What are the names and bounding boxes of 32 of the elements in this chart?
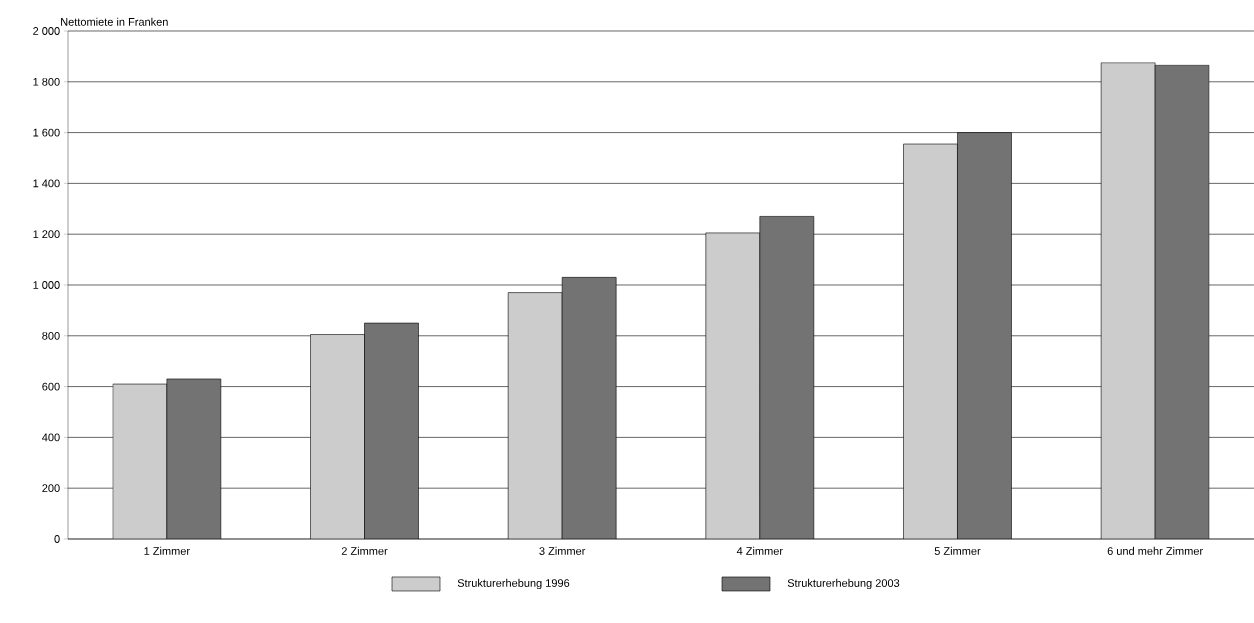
bar [112, 383, 168, 539]
bar [166, 378, 222, 539]
bar [759, 216, 815, 539]
bar [957, 132, 1012, 539]
bar [507, 292, 563, 539]
x-tick-label: 6 und mehr Zimmer [1107, 546, 1203, 555]
legend-label: Strukturerhebung 2003 [787, 578, 900, 590]
bar [903, 143, 958, 539]
y-tick-label: 600 [42, 382, 60, 391]
x-tick-label: 1 Zimmer [144, 546, 190, 555]
y-tick-label: 1 800 [33, 77, 60, 86]
bar [1100, 62, 1156, 539]
y-tick-label: 200 [42, 484, 60, 493]
x-tick-label: 4 Zimmer [736, 546, 783, 555]
y-tick-label: 1 000 [33, 281, 60, 289]
legend-label: Strukturerhebung 1996 [457, 578, 570, 590]
y-tick-label: 1 600 [33, 128, 60, 137]
x-tick-label: 3 Zimmer [539, 546, 586, 555]
y-tick-label: 800 [42, 331, 60, 340]
x-tick-label: 2 Zimmer [341, 546, 388, 555]
bar [561, 277, 617, 539]
y-tick-label: 1 200 [33, 230, 60, 239]
bar [364, 322, 419, 539]
x-tick-label: 5 Zimmer [934, 546, 981, 555]
y-tick-label: 2 000 [33, 27, 60, 35]
y-axis-title: Nettomiete in Franken [61, 17, 168, 26]
y-tick-label: 0 [54, 535, 60, 543]
bar [705, 232, 761, 539]
y-tick-label: 1 400 [33, 179, 60, 188]
bar [310, 334, 365, 539]
bar [1154, 64, 1210, 539]
y-tick-label: 400 [42, 433, 60, 442]
